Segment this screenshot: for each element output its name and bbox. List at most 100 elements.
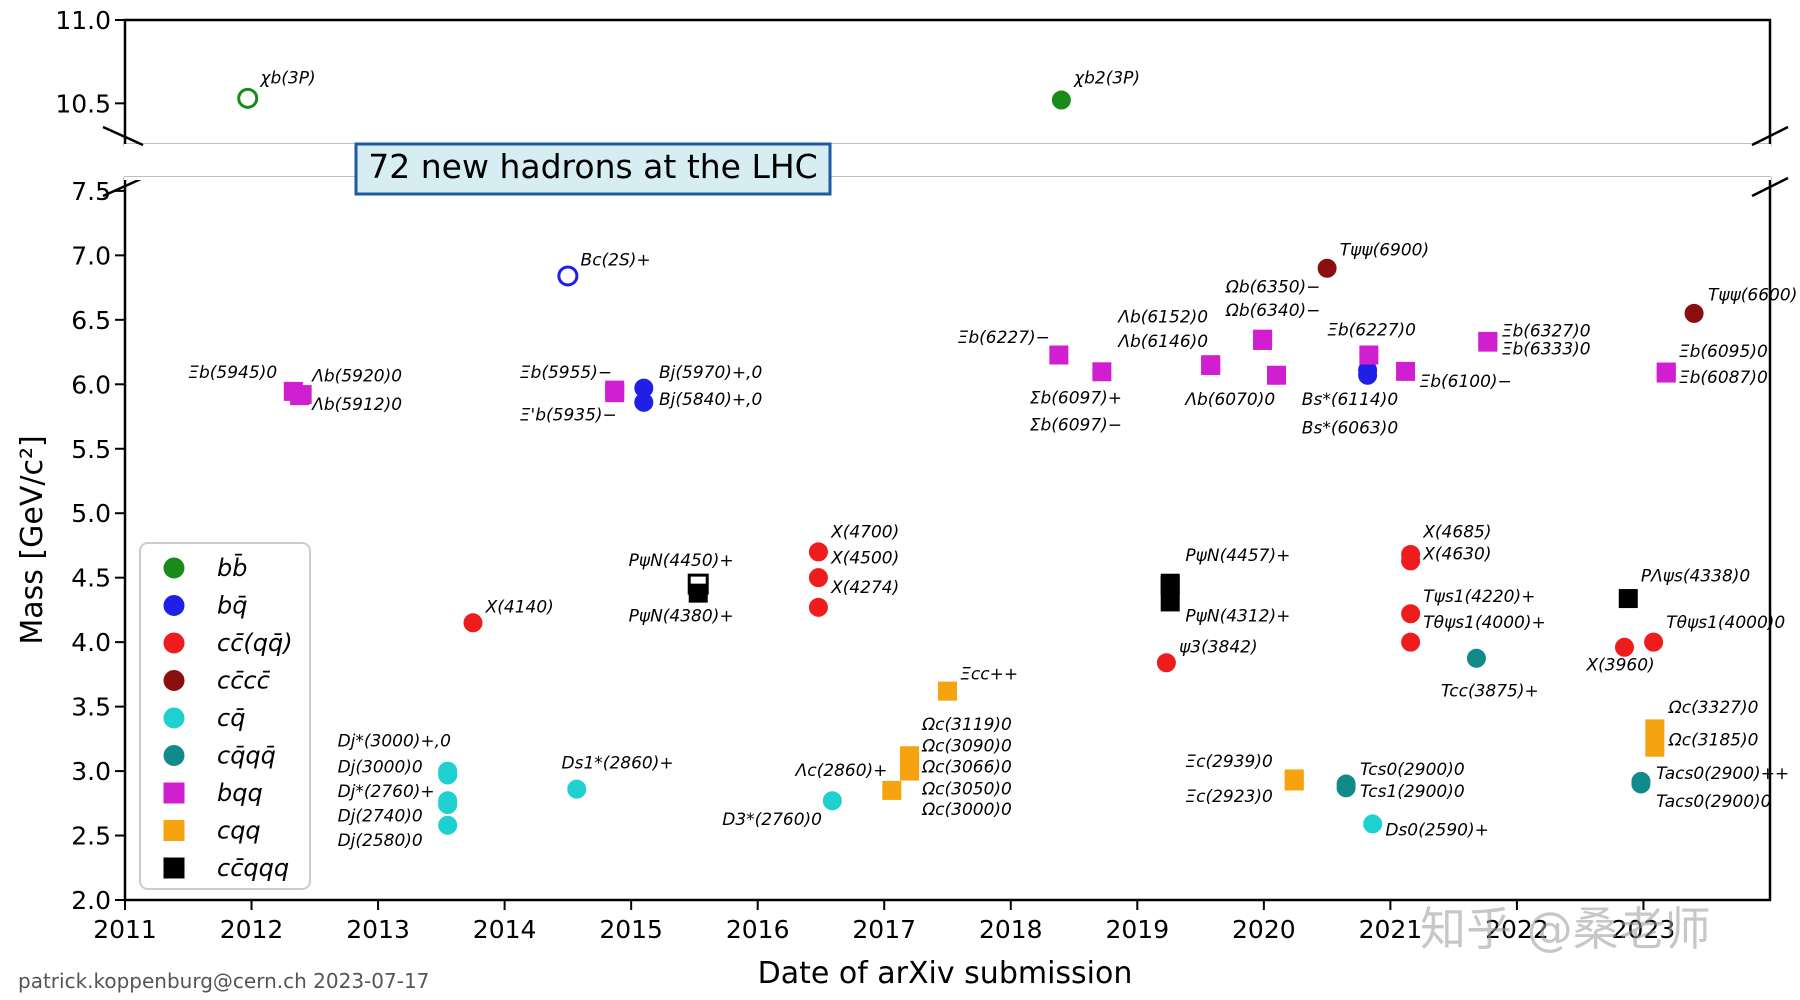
x-tick-label: 2019 bbox=[1105, 915, 1169, 944]
point-label: Tcc(3875)+ bbox=[1441, 681, 1539, 701]
point-label: Tθψs1(4000)0 bbox=[1666, 613, 1785, 633]
legend-marker-ccbarqqbar bbox=[163, 632, 185, 654]
data-point-cqbar bbox=[567, 779, 587, 799]
chart-title: 72 new hadrons at the LHC bbox=[368, 147, 817, 186]
point-label: Ωc(3090)0 bbox=[921, 737, 1012, 757]
legend-marker-bqq bbox=[163, 782, 185, 804]
data-point-bqq bbox=[1359, 345, 1379, 365]
data-point-cqq bbox=[900, 761, 920, 781]
point-label: X(4500) bbox=[830, 548, 899, 568]
data-point-cqbar bbox=[438, 765, 458, 785]
data-point-cqq bbox=[882, 780, 902, 800]
point-label: Tcs0(2900)0 bbox=[1360, 760, 1465, 780]
data-point-cqq bbox=[938, 681, 957, 701]
point-label: Λb(6070)0 bbox=[1183, 390, 1275, 410]
data-point-bqq bbox=[1253, 330, 1273, 350]
point-label: Ωb(6350)− bbox=[1225, 278, 1321, 298]
data-points bbox=[237, 87, 1704, 835]
point-label: D3*(2760)0 bbox=[722, 810, 822, 830]
data-point-ccbarqqbar bbox=[808, 542, 828, 562]
legend-label-ccbarqqq: cc̄qqq bbox=[217, 854, 289, 882]
data-point-cqbarqqbar bbox=[1631, 774, 1651, 794]
point-label: Bj(5840)+,0 bbox=[659, 390, 762, 410]
data-point-bqq bbox=[1267, 365, 1286, 385]
point-label: Tψψ(6900) bbox=[1340, 240, 1429, 260]
legend-label-cqbar: cq̄ bbox=[217, 704, 245, 732]
point-label: Ξb(6227)0 bbox=[1327, 320, 1416, 340]
upper-bottom-mask bbox=[124, 144, 1771, 147]
legend-marker-bqbar bbox=[163, 595, 185, 616]
point-label: X(4685) bbox=[1422, 523, 1491, 543]
y-tick-label: 4.5 bbox=[71, 564, 111, 593]
title-box-background bbox=[354, 142, 832, 196]
x-ticks: 2011 2012 2013 2014 2015 2016 2017 2018 2019 2020… bbox=[93, 900, 1675, 944]
y-tick-label: 7.0 bbox=[71, 241, 111, 270]
point-label: Σb(6097)− bbox=[1030, 416, 1122, 436]
data-point-ccbarqqbar bbox=[1401, 551, 1421, 571]
data-point-ccbarccbar bbox=[1684, 303, 1704, 323]
data-point-bbbar bbox=[237, 87, 259, 109]
y-tick-label: 4.0 bbox=[71, 628, 111, 657]
point-label: Dj(2580)0 bbox=[338, 831, 423, 851]
point-label: Λb(5920)0 bbox=[310, 367, 402, 387]
data-point-bqq bbox=[605, 383, 625, 403]
point-label: X(4274) bbox=[830, 578, 899, 598]
point-label: Tacs0(2900)++ bbox=[1656, 764, 1789, 784]
point-label: Λb(6152)0 bbox=[1116, 307, 1208, 327]
point-label: Ds1*(2860)+ bbox=[562, 753, 674, 773]
data-point-cqbar bbox=[1363, 814, 1383, 834]
y-tick-label: 7.5 bbox=[71, 177, 111, 206]
legend: bb̄ bq̄ cc̄(qq̄) cc̄cc̄ cq̄ cq̄qq̄ bqq cqq cc̄qq… bbox=[139, 542, 311, 890]
point-label: Σb(6097)+ bbox=[1030, 389, 1122, 409]
point-label: Ξb(6227)− bbox=[958, 328, 1050, 348]
point-label: Λb(6146)0 bbox=[1116, 332, 1208, 352]
point-label: χb(3P) bbox=[259, 68, 315, 88]
legend-marker-ccbarqqq bbox=[163, 857, 185, 879]
point-label: Dj*(3000)+,0 bbox=[338, 732, 451, 752]
legend-marker-bbbar bbox=[163, 557, 185, 579]
x-tick-label: 2017 bbox=[852, 915, 916, 944]
point-label: Ξb(5945)0 bbox=[188, 363, 277, 383]
y-tick-label: 2.5 bbox=[71, 822, 111, 851]
point-label: X(3960) bbox=[1586, 656, 1655, 676]
point-label: PψN(4450)+ bbox=[629, 551, 734, 571]
data-point-bqq bbox=[1656, 363, 1676, 383]
point-label: Ds0(2590)+ bbox=[1385, 821, 1489, 841]
point-label: Bc(2S)+ bbox=[581, 251, 651, 271]
y-tick-label: 6.5 bbox=[71, 306, 111, 335]
point-label: Ξ'b(5935)− bbox=[520, 405, 617, 425]
legend-label-bbbar: bb̄ bbox=[217, 553, 247, 582]
y-tick-label: 3.0 bbox=[71, 757, 111, 786]
x-tick-label: 2015 bbox=[599, 915, 663, 944]
x-tick-label: 2014 bbox=[473, 915, 537, 944]
data-point-cqbarqqbar bbox=[1466, 648, 1486, 668]
point-label: Ξb(6327)0 bbox=[1502, 322, 1591, 342]
point-label: Ωc(3000)0 bbox=[921, 800, 1012, 820]
data-point-bqq bbox=[1201, 355, 1221, 375]
x-tick-label: 2013 bbox=[346, 915, 410, 944]
point-label: Dj(2740)0 bbox=[338, 806, 423, 826]
data-point-cqq bbox=[1284, 771, 1304, 791]
legend-label-bqq: bqq bbox=[217, 779, 263, 807]
legend-marker-cqbarqqbar bbox=[163, 745, 185, 766]
x-tick-label: 2018 bbox=[979, 915, 1043, 944]
point-label: Ωc(3119)0 bbox=[921, 715, 1012, 735]
lower-top-mask bbox=[124, 177, 1771, 180]
y-tick-label: 5.5 bbox=[71, 435, 111, 464]
point-label: Ξb(5955)− bbox=[520, 363, 612, 383]
data-point-ccbarccbar bbox=[1317, 258, 1337, 278]
upper-axes-frame bbox=[123, 18, 1772, 147]
point-label: Ξb(6087)0 bbox=[1679, 368, 1768, 388]
x-tick-label: 2011 bbox=[93, 915, 157, 944]
data-point-bqq bbox=[1049, 345, 1069, 365]
data-point-ccbarqqq bbox=[688, 583, 708, 603]
y-tick-label: 5.0 bbox=[71, 499, 111, 528]
point-label: X(4700) bbox=[830, 523, 899, 543]
data-point-bqq bbox=[292, 385, 312, 405]
point-label: X(4140) bbox=[485, 597, 554, 617]
legend-label-cqq: cqq bbox=[217, 817, 261, 845]
point-label: Bs*(6114)0 bbox=[1302, 390, 1398, 410]
point-labels: χb(3P) χb2(3P) Bc(2S)+ Ξb(5945)0 Λb(5920)0 Λb… bbox=[188, 68, 1797, 851]
point-label: Ωc(3050)0 bbox=[921, 779, 1012, 799]
